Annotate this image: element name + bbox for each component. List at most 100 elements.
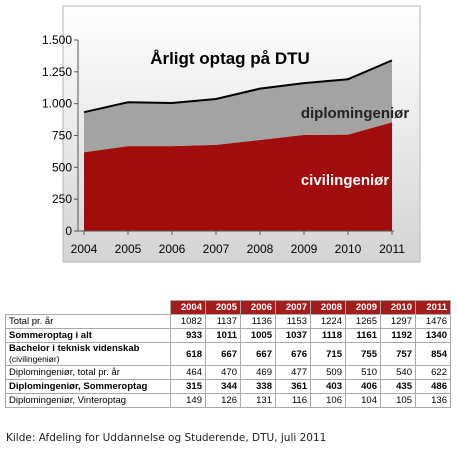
table-cell: 1136 bbox=[240, 314, 276, 329]
x-tick-label: 2008 bbox=[247, 242, 274, 256]
table-cell: 149 bbox=[170, 393, 206, 408]
y-tick-label: 1.250 bbox=[42, 65, 72, 79]
x-tick-label: 2006 bbox=[159, 242, 186, 256]
table-cell: 406 bbox=[345, 379, 381, 394]
table-cell: 676 bbox=[275, 342, 311, 366]
row-label: Diplomingeniør, total pr. år bbox=[5, 365, 171, 380]
area bbox=[84, 60, 392, 153]
header-cell: 2006 bbox=[240, 300, 276, 315]
table-cell: 486 bbox=[415, 379, 451, 394]
row-label: Total pr. år bbox=[5, 314, 171, 329]
row-label: Diplomingeniør, Vinteroptag bbox=[5, 393, 171, 408]
table-cell: 854 bbox=[415, 342, 451, 366]
table-cell: 464 bbox=[170, 365, 206, 380]
header-row: 2004 2005 2006 2007 2008 2009 2010 2011 bbox=[5, 300, 451, 315]
table-cell: 106 bbox=[310, 393, 346, 408]
table-row: Total pr. år 1082 1137 1136 1153 1224 1265 1297… bbox=[5, 314, 451, 329]
chart-title: Årligt optag på DTU bbox=[150, 49, 310, 68]
y-tick-label: 750 bbox=[52, 129, 72, 143]
table-cell: 1005 bbox=[240, 328, 276, 343]
row-label-text: Diplomingeniør, Sommeroptag bbox=[9, 381, 148, 392]
row-label-text: Diplomingeniør, Vinteroptag bbox=[9, 395, 127, 406]
table-cell: 477 bbox=[275, 365, 311, 380]
header-cell: 2004 bbox=[170, 300, 206, 315]
y-tick-label: 1.000 bbox=[42, 97, 72, 111]
table-cell: 1137 bbox=[205, 314, 241, 329]
x-tick-label: 2011 bbox=[379, 242, 405, 256]
series-label: civilingeniør bbox=[301, 172, 390, 189]
table-cell: 435 bbox=[380, 379, 416, 394]
total-line bbox=[83, 59, 393, 114]
table-row: Sommeroptag i alt 933 1011 1005 1037 1118 1161… bbox=[5, 328, 451, 343]
x-tick-label: 2007 bbox=[203, 242, 230, 256]
table-cell: 105 bbox=[380, 393, 416, 408]
table-cell: 338 bbox=[240, 379, 276, 394]
header-cell: 2010 bbox=[380, 300, 416, 315]
table-cell: 104 bbox=[345, 393, 381, 408]
table-cell: 344 bbox=[205, 379, 241, 394]
x-tick-label: 2010 bbox=[335, 242, 362, 256]
table-cell: 315 bbox=[170, 379, 206, 394]
table-cell: 1340 bbox=[415, 328, 451, 343]
y-tick-label: 0 bbox=[65, 224, 72, 238]
table-cell: 667 bbox=[205, 342, 241, 366]
data-table: 2004 2005 2006 2007 2008 2009 2010 2011 Total pr… bbox=[5, 300, 451, 408]
table-row: Diplomingeniør, Sommeroptag 315 344 338 361 4… bbox=[5, 379, 451, 394]
x-tick-label: 2009 bbox=[291, 242, 318, 256]
table-cell: 1118 bbox=[310, 328, 346, 343]
x-tick-label: 2005 bbox=[115, 242, 142, 256]
table-cell: 470 bbox=[205, 365, 241, 380]
table-cell: 116 bbox=[275, 393, 311, 408]
table-row: Diplomingeniør, Vinteroptag 149 126 131 116 1… bbox=[5, 393, 451, 408]
row-label-text: Bachelor i teknisk videnskab bbox=[9, 343, 140, 354]
table-cell: 618 bbox=[170, 342, 206, 366]
table-cell: 715 bbox=[310, 342, 346, 366]
row-label-text: Sommeroptag i alt bbox=[9, 330, 92, 341]
table-cell: 510 bbox=[345, 365, 381, 380]
y-tick-label: 250 bbox=[52, 192, 72, 206]
table-cell: 1192 bbox=[380, 328, 416, 343]
chart: Årligt optag på DTU diplomingeniør civili… bbox=[42, 5, 421, 263]
header-cell: 2009 bbox=[345, 300, 381, 315]
table-cell: 1224 bbox=[310, 314, 346, 329]
table-cell: 403 bbox=[310, 379, 346, 394]
table-cell: 1037 bbox=[275, 328, 311, 343]
table-cell: 933 bbox=[170, 328, 206, 343]
table-cell: 755 bbox=[345, 342, 381, 366]
table-cell: 136 bbox=[415, 393, 451, 408]
header-cell: 2011 bbox=[415, 300, 451, 315]
row-label: Sommeroptag i alt bbox=[5, 328, 171, 343]
table-cell: 1082 bbox=[170, 314, 206, 329]
row-label: Bachelor i teknisk videnskab (civilingeni… bbox=[5, 342, 171, 366]
table-cell: 126 bbox=[205, 393, 241, 408]
table-cell: 1161 bbox=[345, 328, 381, 343]
row-label-text: Diplomingeniør, total pr. år bbox=[9, 367, 120, 378]
table-cell: 1011 bbox=[205, 328, 241, 343]
table-cell: 540 bbox=[380, 365, 416, 380]
series-label: diplomingeniør bbox=[301, 105, 409, 122]
table-cell: 509 bbox=[310, 365, 346, 380]
table-cell: 1153 bbox=[275, 314, 311, 329]
source: Kilde: Afdeling for Uddannelse og Studer… bbox=[6, 432, 327, 444]
table-cell: 667 bbox=[240, 342, 276, 366]
header-cell: 2007 bbox=[275, 300, 311, 315]
table-row: Diplomingeniør, total pr. år 464 470 469 477… bbox=[5, 365, 451, 380]
row-note: (civilingeniør) bbox=[9, 354, 60, 364]
row-label-text: Total pr. år bbox=[9, 316, 54, 327]
table-cell: 361 bbox=[275, 379, 311, 394]
y-tick-label: 1.500 bbox=[42, 33, 72, 47]
table-row: Bachelor i teknisk videnskab (civilingeni… bbox=[5, 342, 451, 366]
header-cell: 2005 bbox=[205, 300, 241, 315]
table-cell: 1476 bbox=[415, 314, 451, 329]
table-cell: 1265 bbox=[345, 314, 381, 329]
header-cell: 2008 bbox=[310, 300, 346, 315]
table-cell: 469 bbox=[240, 365, 276, 380]
area bbox=[84, 122, 392, 231]
table-cell: 757 bbox=[380, 342, 416, 366]
table-cell: 622 bbox=[415, 365, 451, 380]
y-tick-label: 500 bbox=[52, 160, 72, 174]
table-cell: 131 bbox=[240, 393, 276, 408]
x-tick-label: 2004 bbox=[71, 242, 98, 256]
row-label: Diplomingeniør, Sommeroptag bbox=[5, 379, 171, 394]
